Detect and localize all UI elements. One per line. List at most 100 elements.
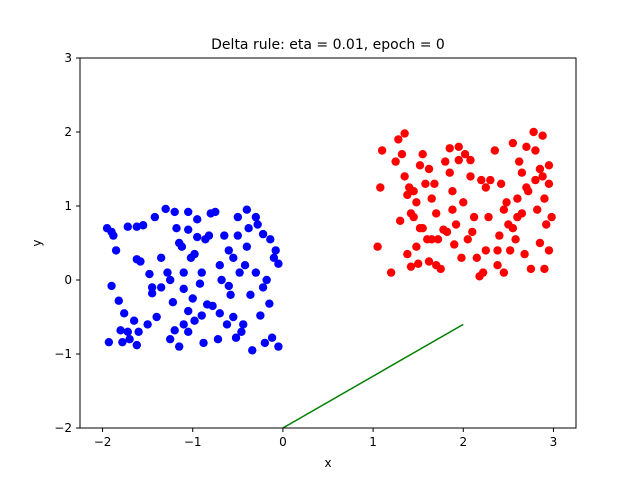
data-point bbox=[427, 235, 436, 244]
data-point bbox=[445, 168, 454, 177]
data-point bbox=[466, 155, 475, 165]
data-point bbox=[145, 269, 154, 279]
data-point bbox=[448, 205, 457, 214]
data-point bbox=[147, 289, 157, 298]
data-point bbox=[493, 261, 502, 270]
data-point bbox=[450, 240, 459, 249]
data-point bbox=[377, 146, 387, 155]
y-axis-label: y bbox=[30, 239, 44, 246]
data-point bbox=[190, 249, 199, 259]
data-point bbox=[451, 220, 461, 229]
data-point bbox=[114, 296, 123, 305]
data-point bbox=[544, 246, 554, 255]
data-point bbox=[430, 179, 439, 188]
data-point bbox=[535, 238, 545, 248]
data-point bbox=[237, 327, 246, 336]
data-point bbox=[274, 259, 283, 268]
data-point bbox=[400, 172, 409, 181]
data-point bbox=[147, 283, 157, 292]
data-point bbox=[229, 312, 238, 322]
data-point bbox=[163, 268, 172, 277]
data-point bbox=[496, 179, 506, 188]
data-point bbox=[415, 161, 425, 170]
y-tick-label: 1 bbox=[64, 199, 72, 213]
data-point bbox=[522, 142, 531, 151]
data-point bbox=[138, 221, 148, 230]
y-tick-label: 2 bbox=[64, 125, 72, 139]
x-tick-label: 2 bbox=[459, 435, 467, 449]
data-point bbox=[544, 179, 554, 188]
data-point bbox=[432, 261, 441, 270]
data-point bbox=[517, 209, 527, 218]
data-point bbox=[184, 207, 193, 217]
data-point bbox=[251, 268, 261, 277]
data-point bbox=[544, 161, 554, 170]
data-point bbox=[119, 309, 129, 318]
data-point bbox=[262, 275, 271, 285]
data-point bbox=[400, 129, 409, 138]
data-point bbox=[269, 253, 279, 262]
data-point bbox=[179, 284, 188, 294]
data-point bbox=[179, 320, 188, 329]
data-point bbox=[415, 224, 425, 233]
data-point bbox=[258, 283, 268, 292]
data-point bbox=[134, 327, 143, 336]
data-point bbox=[233, 212, 243, 222]
data-point bbox=[502, 198, 511, 207]
data-point bbox=[412, 242, 421, 251]
data-point bbox=[499, 268, 509, 277]
data-point bbox=[495, 231, 504, 240]
data-point bbox=[266, 235, 275, 244]
data-point bbox=[195, 279, 205, 288]
data-point bbox=[208, 301, 217, 311]
data-point bbox=[514, 157, 524, 166]
data-point bbox=[540, 194, 549, 203]
data-point bbox=[529, 127, 538, 137]
data-point bbox=[175, 342, 184, 351]
data-point bbox=[493, 246, 502, 255]
data-point bbox=[246, 290, 255, 299]
data-point bbox=[123, 327, 132, 336]
data-point bbox=[421, 179, 430, 188]
data-point bbox=[517, 168, 527, 177]
y-tick-label: −2 bbox=[54, 421, 72, 435]
data-point bbox=[433, 235, 443, 244]
data-point bbox=[526, 264, 536, 274]
data-point bbox=[538, 131, 547, 140]
x-axis-label: x bbox=[324, 456, 331, 470]
data-point bbox=[531, 175, 540, 185]
data-point bbox=[248, 346, 257, 355]
data-point bbox=[542, 220, 551, 229]
data-point bbox=[442, 227, 452, 237]
data-point bbox=[271, 246, 280, 255]
data-point bbox=[481, 183, 491, 192]
data-point bbox=[535, 164, 545, 174]
data-point bbox=[143, 320, 152, 329]
data-point bbox=[469, 212, 479, 222]
plot-area bbox=[80, 58, 576, 428]
data-point bbox=[125, 335, 134, 344]
data-point bbox=[190, 316, 199, 325]
data-point bbox=[165, 275, 175, 285]
data-point bbox=[193, 215, 202, 224]
data-point bbox=[156, 253, 166, 262]
data-point bbox=[123, 222, 132, 231]
data-point bbox=[170, 207, 179, 217]
data-point bbox=[460, 150, 470, 159]
data-point bbox=[397, 150, 407, 159]
data-point bbox=[412, 198, 421, 207]
data-point bbox=[520, 249, 529, 259]
data-point bbox=[177, 242, 187, 251]
data-point bbox=[511, 235, 520, 244]
x-tick-label: 1 bbox=[369, 435, 377, 449]
data-point bbox=[233, 231, 243, 240]
data-point bbox=[457, 253, 466, 262]
data-point bbox=[508, 138, 518, 148]
data-point bbox=[213, 335, 223, 344]
data-point bbox=[508, 224, 518, 233]
data-point bbox=[161, 204, 170, 214]
data-point bbox=[224, 281, 233, 291]
data-point bbox=[490, 146, 500, 155]
data-point bbox=[240, 261, 250, 270]
data-point bbox=[373, 242, 382, 251]
